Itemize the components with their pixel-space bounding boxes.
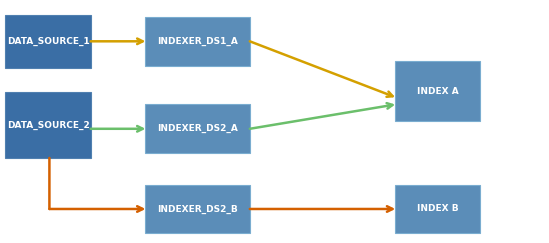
Text: INDEX A: INDEX A [417, 87, 459, 96]
Text: INDEX B: INDEX B [417, 204, 458, 214]
Text: INDEXER_DS2_B: INDEXER_DS2_B [157, 204, 238, 214]
FancyBboxPatch shape [395, 61, 480, 122]
Text: DATA_SOURCE_2: DATA_SOURCE_2 [7, 121, 89, 130]
Text: INDEXER_DS2_A: INDEXER_DS2_A [157, 124, 238, 133]
FancyBboxPatch shape [145, 17, 250, 66]
FancyBboxPatch shape [145, 104, 250, 153]
FancyBboxPatch shape [5, 92, 91, 158]
FancyBboxPatch shape [145, 185, 250, 233]
FancyBboxPatch shape [5, 15, 91, 68]
Text: DATA_SOURCE_1: DATA_SOURCE_1 [7, 37, 89, 46]
FancyBboxPatch shape [395, 185, 480, 233]
Text: INDEXER_DS1_A: INDEXER_DS1_A [157, 37, 238, 46]
